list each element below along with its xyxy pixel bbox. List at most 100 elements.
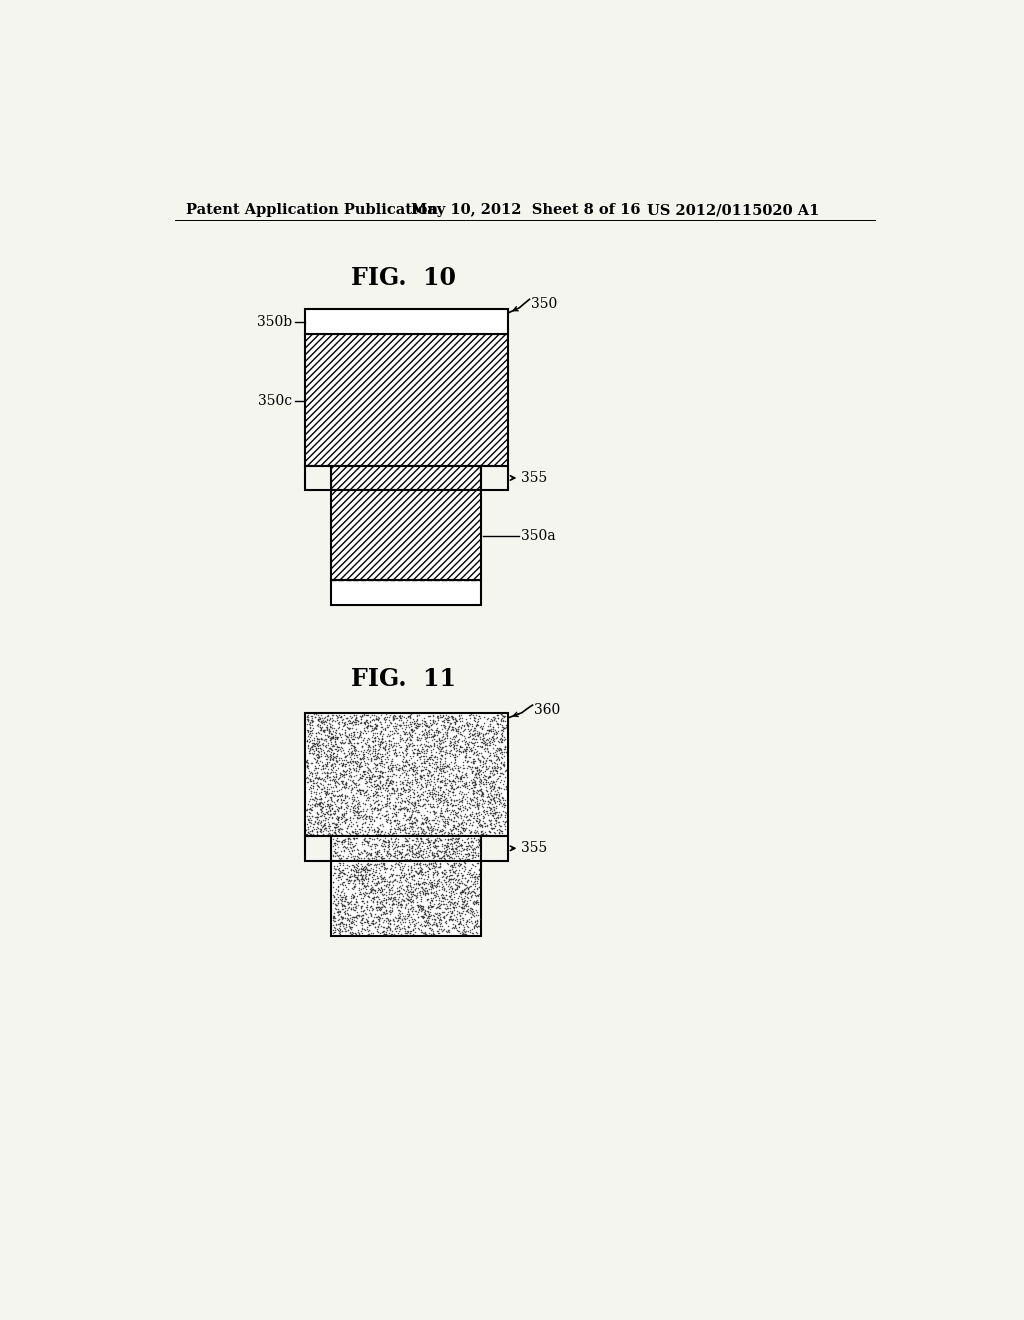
Point bbox=[316, 766, 333, 787]
Point bbox=[325, 776, 341, 797]
Point bbox=[327, 911, 343, 932]
Point bbox=[353, 879, 370, 900]
Point bbox=[426, 913, 442, 935]
Point bbox=[308, 751, 325, 772]
Point bbox=[450, 771, 466, 792]
Point bbox=[345, 771, 361, 792]
Point bbox=[348, 706, 365, 727]
Point bbox=[474, 746, 490, 767]
Point bbox=[409, 894, 425, 915]
Point bbox=[419, 807, 435, 828]
Point bbox=[319, 795, 336, 816]
Point bbox=[445, 735, 462, 756]
Point bbox=[360, 742, 377, 763]
Point bbox=[436, 912, 453, 933]
Point bbox=[450, 730, 466, 751]
Point bbox=[374, 776, 390, 797]
Point bbox=[307, 763, 324, 784]
Point bbox=[425, 710, 441, 731]
Point bbox=[388, 813, 404, 834]
Point bbox=[391, 705, 408, 726]
Point bbox=[451, 760, 467, 781]
Point bbox=[322, 717, 338, 738]
Point bbox=[326, 906, 342, 927]
Point bbox=[471, 834, 487, 855]
Point bbox=[336, 767, 352, 788]
Point bbox=[476, 706, 493, 727]
Point bbox=[369, 891, 385, 912]
Point bbox=[425, 788, 441, 809]
Point bbox=[326, 886, 342, 907]
Point bbox=[332, 764, 348, 785]
Point bbox=[435, 891, 452, 912]
Point bbox=[321, 759, 337, 780]
Point bbox=[390, 915, 407, 936]
Point bbox=[343, 726, 359, 747]
Point bbox=[347, 882, 364, 903]
Point bbox=[425, 754, 441, 775]
Point bbox=[394, 742, 411, 763]
Point bbox=[361, 855, 378, 876]
Point bbox=[300, 821, 316, 842]
Point bbox=[461, 845, 477, 866]
Point bbox=[423, 735, 439, 756]
Point bbox=[447, 713, 464, 734]
Point bbox=[433, 884, 450, 906]
Point bbox=[453, 742, 469, 763]
Point bbox=[466, 780, 482, 801]
Point bbox=[429, 845, 445, 866]
Point bbox=[407, 846, 423, 867]
Point bbox=[431, 828, 447, 849]
Point bbox=[404, 719, 421, 741]
Point bbox=[487, 739, 504, 760]
Point bbox=[455, 894, 471, 915]
Point bbox=[407, 812, 423, 833]
Point bbox=[462, 705, 478, 726]
Point bbox=[352, 768, 369, 789]
Point bbox=[385, 709, 401, 730]
Point bbox=[428, 813, 444, 834]
Point bbox=[415, 833, 431, 854]
Point bbox=[398, 755, 415, 776]
Point bbox=[463, 911, 479, 932]
Point bbox=[455, 741, 471, 762]
Point bbox=[458, 812, 474, 833]
Point bbox=[398, 809, 415, 830]
Point bbox=[303, 777, 319, 799]
Point bbox=[339, 837, 355, 858]
Point bbox=[408, 824, 424, 845]
Point bbox=[342, 917, 358, 939]
Point bbox=[327, 887, 343, 908]
Point bbox=[449, 746, 465, 767]
Point bbox=[398, 908, 415, 929]
Point bbox=[431, 847, 447, 869]
Point bbox=[299, 705, 315, 726]
Point bbox=[424, 890, 440, 911]
Point bbox=[463, 723, 479, 744]
Point bbox=[304, 820, 321, 841]
Point bbox=[346, 907, 362, 928]
Point bbox=[318, 784, 335, 805]
Point bbox=[447, 818, 464, 840]
Point bbox=[365, 731, 381, 752]
Point bbox=[413, 900, 429, 921]
Point bbox=[428, 861, 444, 882]
Point bbox=[477, 734, 494, 755]
Point bbox=[397, 791, 414, 812]
Point bbox=[411, 822, 427, 843]
Point bbox=[308, 729, 325, 750]
Point bbox=[490, 793, 507, 814]
Point bbox=[421, 834, 437, 855]
Point bbox=[328, 808, 344, 829]
Point bbox=[402, 874, 419, 895]
Point bbox=[319, 803, 336, 824]
Point bbox=[353, 917, 370, 939]
Point bbox=[484, 727, 501, 748]
Point bbox=[325, 766, 341, 787]
Point bbox=[454, 725, 470, 746]
Point bbox=[336, 743, 352, 764]
Point bbox=[447, 853, 464, 874]
Point bbox=[402, 857, 419, 878]
Point bbox=[468, 719, 484, 741]
Point bbox=[386, 870, 402, 891]
